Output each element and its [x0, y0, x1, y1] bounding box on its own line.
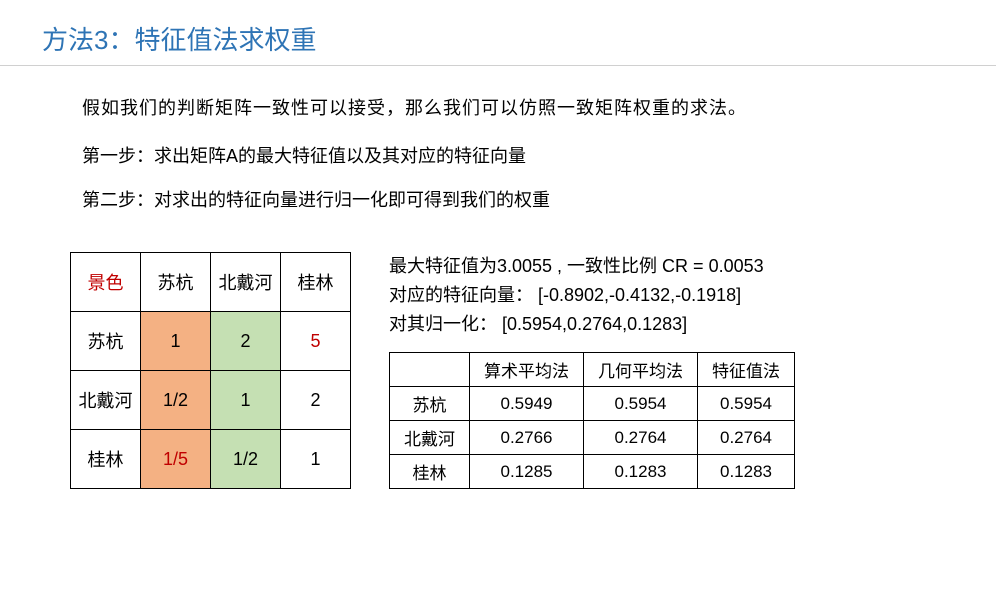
matrix-cell: 5: [281, 312, 351, 371]
judgement-matrix: 景色 苏杭 北戴河 桂林 苏杭 1 2 5 北戴河 1/2 1 2 桂林 1/5…: [70, 252, 351, 489]
result-cell: 0.1283: [584, 455, 698, 489]
matrix-cell: 2: [211, 312, 281, 371]
matrix-cell: 1: [211, 371, 281, 430]
result-col-header: 算术平均法: [470, 353, 584, 387]
eigen-line: 最大特征值为3.0055 , 一致性比例 CR = 0.0053: [389, 252, 996, 281]
result-cell: 0.5954: [698, 387, 795, 421]
result-col-header: 特征值法: [698, 353, 795, 387]
right-column: 最大特征值为3.0055 , 一致性比例 CR = 0.0053 对应的特征向量…: [389, 252, 996, 489]
result-corner: [390, 353, 470, 387]
matrix-col-header: 苏杭: [141, 253, 211, 312]
matrix-cell: 1/2: [211, 430, 281, 489]
result-row-label: 苏杭: [390, 387, 470, 421]
content-row: 景色 苏杭 北戴河 桂林 苏杭 1 2 5 北戴河 1/2 1 2 桂林 1/5…: [0, 252, 996, 489]
matrix-row-header: 桂林: [71, 430, 141, 489]
matrix-row-header: 苏杭: [71, 312, 141, 371]
step-1: 第一步：求出矩阵A的最大特征值以及其对应的特征向量: [0, 142, 996, 168]
page-title: 方法3：特征值法求权重: [0, 20, 996, 57]
step-2: 第二步：对求出的特征向量进行归一化即可得到我们的权重: [0, 186, 996, 212]
eigen-info: 最大特征值为3.0055 , 一致性比例 CR = 0.0053 对应的特征向量…: [389, 252, 996, 338]
result-cell: 0.2764: [698, 421, 795, 455]
result-cell: 0.1283: [698, 455, 795, 489]
intro-text: 假如我们的判断矩阵一致性可以接受，那么我们可以仿照一致矩阵权重的求法。: [0, 94, 996, 120]
result-cell: 0.1285: [470, 455, 584, 489]
result-row-label: 桂林: [390, 455, 470, 489]
matrix-corner: 景色: [71, 253, 141, 312]
title-rule: [0, 65, 996, 66]
matrix-cell: 1/5: [141, 430, 211, 489]
matrix-cell: 1: [281, 430, 351, 489]
matrix-cell: 1/2: [141, 371, 211, 430]
matrix-cell: 2: [281, 371, 351, 430]
matrix-cell: 1: [141, 312, 211, 371]
matrix-col-header: 桂林: [281, 253, 351, 312]
result-cell: 0.2766: [470, 421, 584, 455]
result-cell: 0.5949: [470, 387, 584, 421]
matrix-row-header: 北戴河: [71, 371, 141, 430]
result-col-header: 几何平均法: [584, 353, 698, 387]
eigen-line: 对应的特征向量： [-0.8902,-0.4132,-0.1918]: [389, 281, 996, 310]
matrix-col-header: 北戴河: [211, 253, 281, 312]
result-row-label: 北戴河: [390, 421, 470, 455]
eigen-line: 对其归一化： [0.5954,0.2764,0.1283]: [389, 310, 996, 339]
result-cell: 0.5954: [584, 387, 698, 421]
result-table: 算术平均法 几何平均法 特征值法 苏杭 0.5949 0.5954 0.5954…: [389, 352, 795, 489]
result-cell: 0.2764: [584, 421, 698, 455]
